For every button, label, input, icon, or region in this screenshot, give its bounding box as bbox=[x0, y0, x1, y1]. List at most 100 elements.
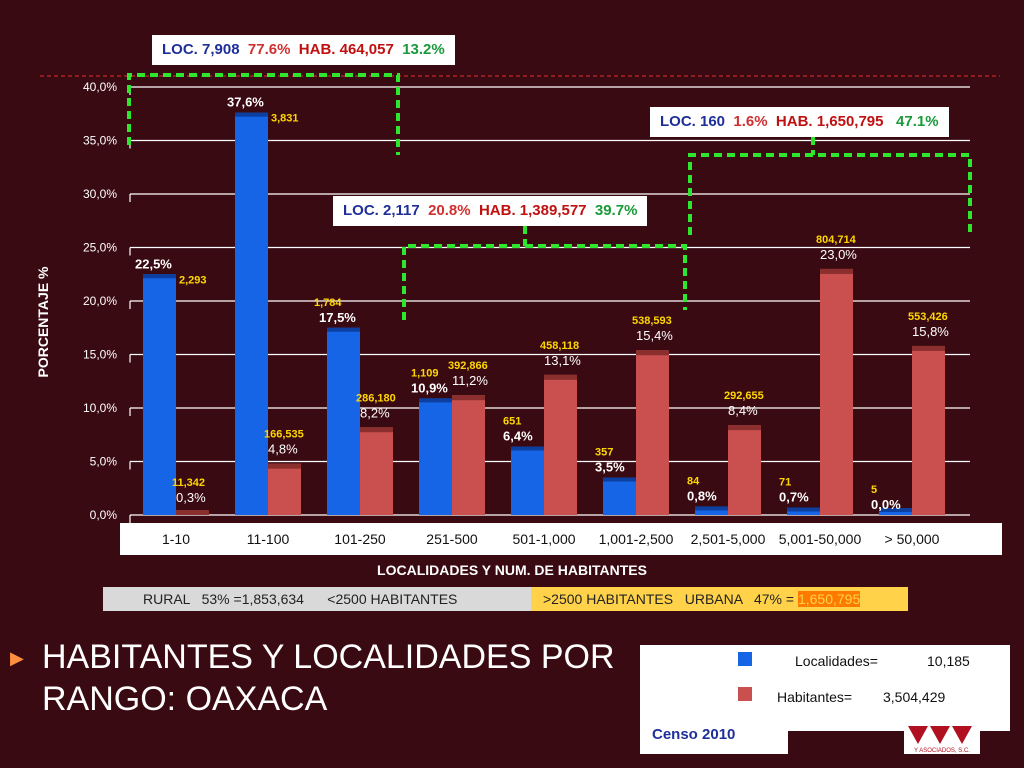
bar-habitantes bbox=[360, 427, 393, 515]
bar-habitantes bbox=[636, 350, 669, 515]
localidades-count-label: 1,784 bbox=[314, 297, 342, 309]
bar-habitantes bbox=[268, 463, 301, 515]
habitantes-pct-label: 0,3% bbox=[176, 490, 206, 505]
source-label: Censo 2010 bbox=[640, 720, 788, 754]
habitantes-count-label: 458,118 bbox=[540, 340, 579, 352]
bar-habitantes bbox=[728, 425, 761, 515]
localidades-count-label: 2,293 bbox=[179, 274, 207, 286]
bar-habitantes-top bbox=[820, 268, 853, 274]
callout-bracket-semiurban bbox=[402, 244, 687, 320]
habitantes-pct-label: 4,8% bbox=[268, 442, 298, 457]
callout-bracket-urban bbox=[688, 153, 972, 235]
bar-habitantes-top bbox=[544, 374, 577, 380]
callout-hab-pct: 47.1% bbox=[896, 113, 939, 130]
bar-habitantes-top bbox=[728, 425, 761, 431]
y-tick-label: 5,0% bbox=[90, 455, 118, 469]
callout-loc-pct: 20.8% bbox=[428, 202, 471, 219]
bar-localidades-top bbox=[879, 508, 912, 512]
y-tick-label: 15,0% bbox=[83, 348, 117, 362]
rural-summary-text: RURAL 53% =1,853,634 <2500 HABITANTES bbox=[143, 591, 458, 607]
legend-swatch-localidades bbox=[738, 652, 752, 666]
habitantes-count-label: 804,714 bbox=[816, 234, 857, 246]
bar-localidades bbox=[235, 112, 268, 516]
logo-text: Y ASOCIADOS, S.C. bbox=[914, 748, 970, 754]
callout-rural: LOC. 7,908 77.6% HAB. 464,057 13.2% bbox=[152, 35, 455, 65]
habitantes-count-label: 392,866 bbox=[448, 360, 488, 372]
bar-habitantes-top bbox=[360, 427, 393, 433]
habitantes-pct-label: 15,4% bbox=[636, 328, 673, 343]
localidades-count-label: 357 bbox=[595, 447, 613, 459]
localidades-count-label: 651 bbox=[503, 416, 521, 428]
legend: Localidades= 10,185 Habitantes= 3,504,42… bbox=[640, 645, 1010, 731]
callout-bracket-rural bbox=[127, 73, 400, 155]
habitantes-pct-label: 8,4% bbox=[728, 403, 758, 418]
bar-habitantes-top bbox=[268, 463, 301, 469]
legend-localidades-value: 10,185 bbox=[927, 653, 970, 669]
localidades-pct-label: 0,8% bbox=[687, 488, 717, 503]
localidades-pct-label: 6,4% bbox=[503, 429, 533, 444]
bar-habitantes-top bbox=[636, 350, 669, 356]
callout-loc: LOC. 160 bbox=[660, 113, 726, 130]
bar-localidades-top bbox=[327, 327, 360, 332]
legend-swatch-habitantes bbox=[738, 687, 752, 701]
callout-hab-pct: 39.7% bbox=[594, 202, 638, 219]
legend-habitantes-label: Habitantes= bbox=[777, 689, 853, 705]
bar-localidades-top bbox=[695, 506, 728, 511]
urban-summary-bar: >2500 HABITANTES URBANA 47% = 1,650,795 bbox=[531, 587, 908, 611]
company-logo: Y ASOCIADOS, S.C. bbox=[904, 722, 980, 754]
localidades-count-label: 3,831 bbox=[271, 113, 299, 125]
y-tick-label: 10,0% bbox=[83, 401, 117, 415]
x-axis-category-box bbox=[120, 523, 1002, 555]
y-tick-label: 30,0% bbox=[83, 187, 117, 201]
bar-habitantes bbox=[912, 345, 945, 515]
bar-localidades-top bbox=[603, 477, 636, 482]
habitantes-count-label: 538,593 bbox=[632, 315, 672, 327]
habitantes-count-label: 292,655 bbox=[724, 390, 764, 402]
bar-habitantes-top bbox=[176, 510, 209, 515]
bar-localidades bbox=[603, 477, 636, 515]
habitantes-pct-label: 13,1% bbox=[544, 353, 581, 368]
callout-hab: HAB. 464,057 bbox=[298, 41, 394, 58]
bar-localidades-top bbox=[511, 446, 544, 451]
bar-habitantes-top bbox=[912, 345, 945, 351]
bar-habitantes bbox=[452, 395, 485, 515]
callout-urban: LOC. 160 1.6% HAB. 1,650,795 47.1% bbox=[650, 107, 949, 137]
y-tick-label: 35,0% bbox=[83, 134, 117, 148]
slide-title: HABITANTES Y LOCALIDADES POR RANGO: OAXA… bbox=[42, 638, 615, 718]
bar-localidades bbox=[419, 398, 452, 515]
localidades-pct-label: 37,6% bbox=[227, 95, 264, 110]
bar-habitantes-top bbox=[452, 395, 485, 401]
bars bbox=[143, 112, 945, 516]
rural-summary-bar: RURAL 53% =1,853,634 <2500 HABITANTES bbox=[103, 587, 531, 611]
bar-localidades bbox=[327, 327, 360, 515]
habitantes-count-label: 553,426 bbox=[908, 311, 948, 323]
callout-hab: HAB. 1,389,577 bbox=[478, 202, 587, 219]
y-tick-label: 20,0% bbox=[83, 294, 117, 308]
bar-localidades bbox=[511, 446, 544, 515]
callout-hab-pct: 13.2% bbox=[402, 41, 445, 58]
localidades-pct-label: 0,7% bbox=[779, 490, 809, 505]
habitantes-pct-label: 11,2% bbox=[452, 373, 488, 388]
localidades-count-label: 1,109 bbox=[411, 367, 439, 379]
bar-localidades bbox=[695, 506, 728, 515]
bar-habitantes bbox=[544, 374, 577, 515]
localidades-pct-label: 3,5% bbox=[595, 460, 625, 475]
habitantes-count-label: 11,342 bbox=[172, 477, 205, 489]
bar-localidades-top bbox=[787, 507, 820, 512]
bar-localidades-top bbox=[235, 112, 268, 117]
callout-brackets bbox=[127, 73, 972, 320]
callout-loc: LOC. 2,117 bbox=[343, 202, 420, 219]
bar-localidades bbox=[143, 274, 176, 515]
habitantes-pct-label: 15,8% bbox=[912, 324, 949, 339]
data-labels: 22,5% 2,293 0,3%11,342 37,6% 3,831 4,8%166,53… bbox=[135, 95, 949, 512]
localidades-count-label: 84 bbox=[687, 475, 700, 487]
x-axis-label: LOCALIDADES Y NUM. DE HABITANTES bbox=[377, 562, 647, 578]
y-tick-label: 40,0% bbox=[83, 80, 117, 94]
callout-hab: HAB. 1,650,795 bbox=[775, 113, 884, 130]
localidades-count-label: 71 bbox=[779, 477, 791, 489]
localidades-pct-label: 17,5% bbox=[319, 310, 356, 325]
habitantes-count-label: 286,180 bbox=[356, 392, 396, 404]
urban-summary-text: >2500 HABITANTES URBANA 47% = bbox=[543, 591, 798, 607]
bar-habitantes bbox=[820, 268, 853, 515]
